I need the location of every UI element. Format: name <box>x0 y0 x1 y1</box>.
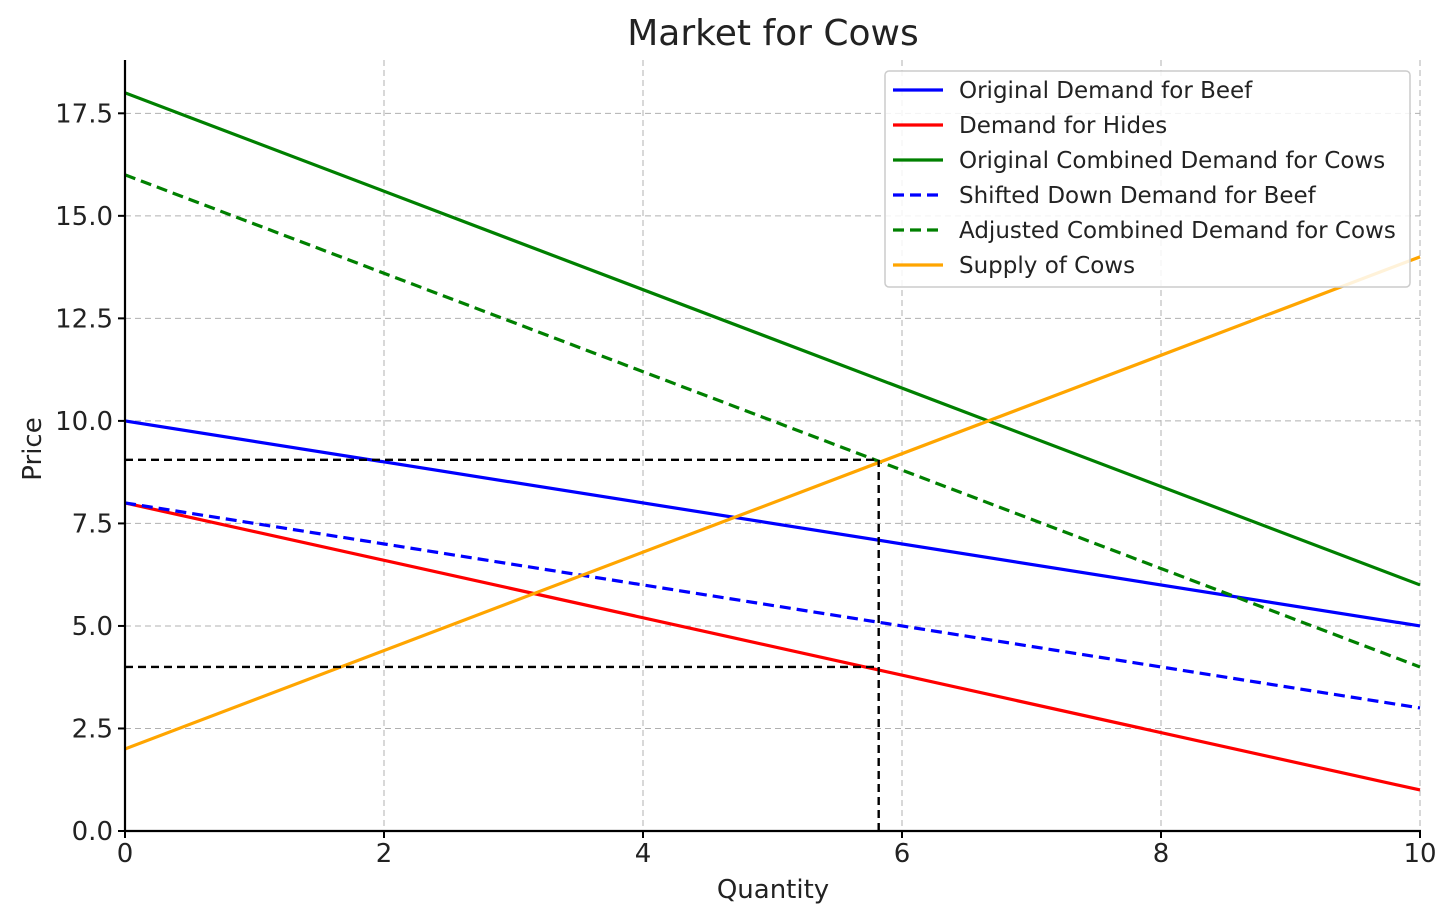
x-tick-label-2: 4 <box>635 839 652 869</box>
series-line-2 <box>124 91 1421 587</box>
series-line-3 <box>124 501 1421 710</box>
y-tick-label-0: 0.0 <box>72 817 113 847</box>
legend: Original Demand for Beef Demand for Hides… <box>884 70 1411 288</box>
legend-entry-0: Original Demand for Beef <box>959 78 1253 104</box>
y-tick-label-3: 7.5 <box>72 509 113 539</box>
series-line-1 <box>124 501 1421 792</box>
y-tick-label-5: 12.5 <box>55 304 113 334</box>
y-tick-label-7: 17.5 <box>55 99 113 129</box>
x-tick-label-4: 8 <box>1153 839 1170 869</box>
x-tick-label-3: 6 <box>894 839 911 869</box>
legend-entry-3: Shifted Down Demand for Beef <box>959 183 1317 209</box>
plot-area <box>124 91 1421 831</box>
series-line-0 <box>124 419 1421 628</box>
y-tick-label-2: 5.0 <box>72 612 113 642</box>
grid-lines <box>125 60 1421 831</box>
legend-entry-2: Original Combined Demand for Cows <box>959 148 1385 174</box>
y-tick-label-6: 15.0 <box>55 202 113 232</box>
x-axis-label: Quantity <box>717 875 829 905</box>
legend-entry-4: Adjusted Combined Demand for Cows <box>959 218 1396 244</box>
y-axis-label: Price <box>18 417 48 480</box>
y-tick-label-1: 2.5 <box>72 714 113 744</box>
series-line-5 <box>124 255 1421 751</box>
chart-title: Market for Cows <box>627 13 919 54</box>
x-tick-label-0: 0 <box>117 839 134 869</box>
x-tick-label-1: 2 <box>376 839 393 869</box>
y-tick-label-4: 10.0 <box>55 407 113 437</box>
series-line-4 <box>124 173 1421 669</box>
axis-ticks: 0 2 4 6 8 10 0.0 2.5 5.0 7.5 10.0 12.5 15.0 17.5 <box>55 99 1436 869</box>
legend-entry-5: Supply of Cows <box>959 253 1135 279</box>
legend-box <box>884 70 1411 288</box>
x-tick-label-5: 10 <box>1403 839 1436 869</box>
legend-entry-1: Demand for Hides <box>959 113 1167 139</box>
axes <box>123 60 1421 833</box>
